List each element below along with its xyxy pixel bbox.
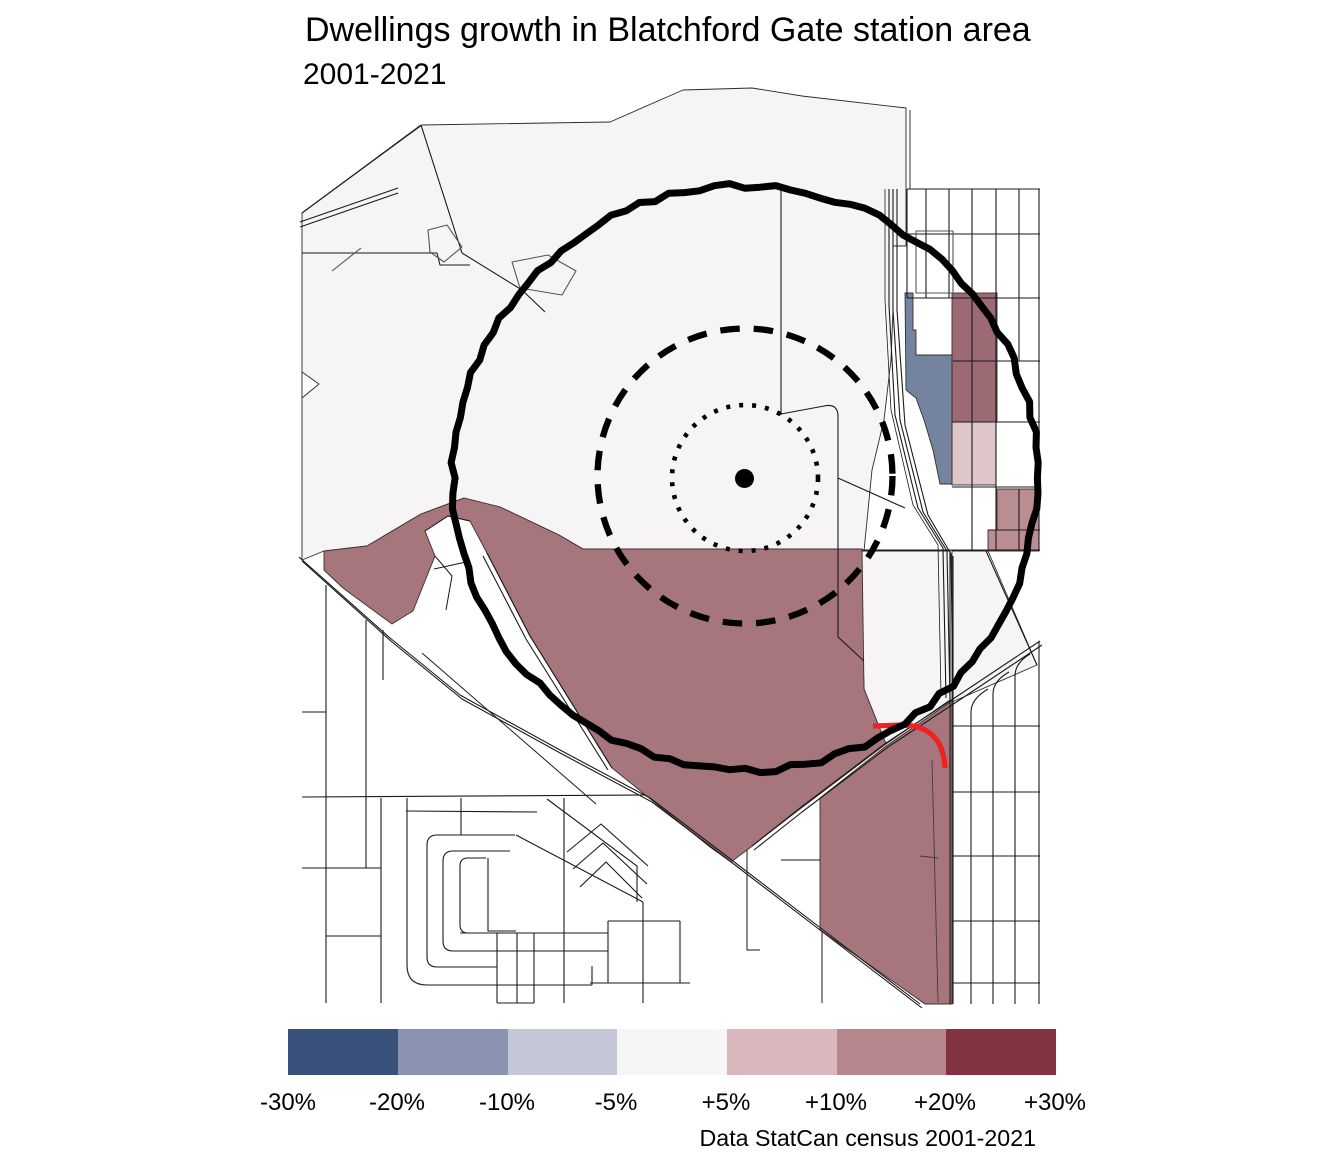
svg-text:Data StatCan census 2001-2021: Data StatCan census 2001-2021 [700,1125,1036,1151]
svg-text:-10%: -10% [479,1089,535,1116]
svg-text:Dwellings growth in Blatchford: Dwellings growth in Blatchford Gate stat… [305,11,1031,49]
svg-text:-5%: -5% [595,1089,638,1116]
svg-text:+30%: +30% [1024,1089,1086,1116]
svg-text:-20%: -20% [369,1089,425,1116]
svg-text:+20%: +20% [914,1089,976,1116]
svg-text:+5%: +5% [702,1089,751,1116]
svg-text:2001-2021: 2001-2021 [303,58,446,91]
svg-text:-30%: -30% [260,1089,316,1116]
svg-text:+10%: +10% [805,1089,867,1116]
